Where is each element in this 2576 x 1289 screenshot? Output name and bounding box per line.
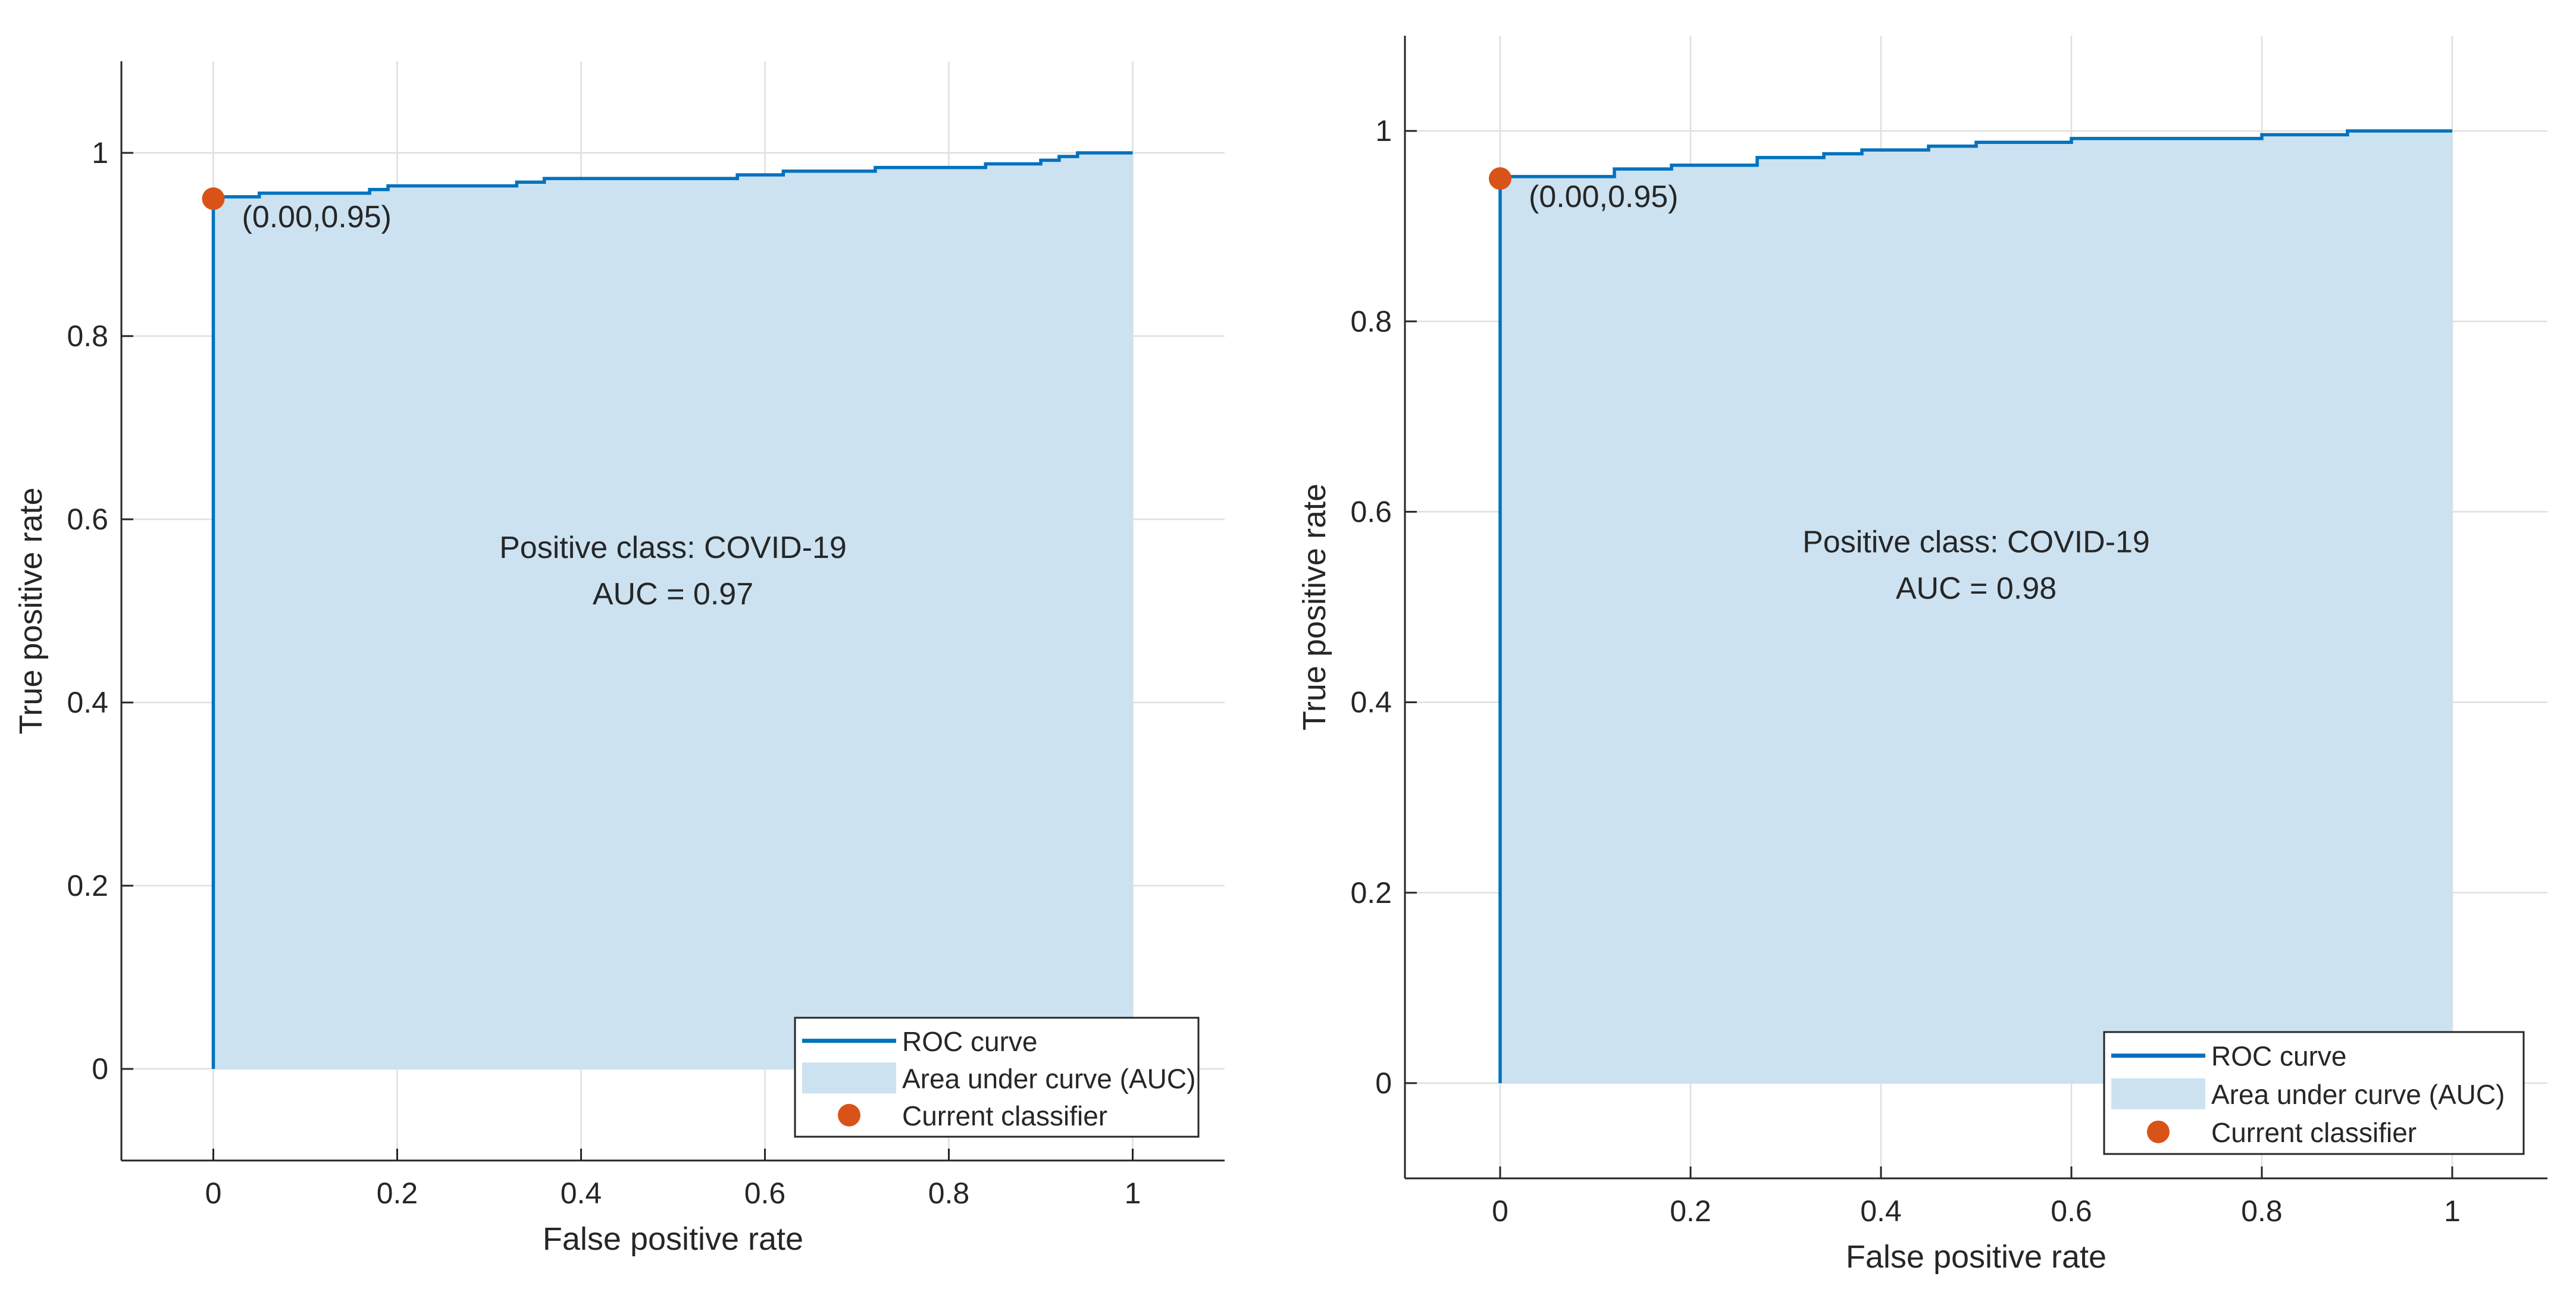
legend-point-label: Current classifier [2211, 1117, 2417, 1148]
legend-area-label: Area under curve (AUC) [902, 1063, 1195, 1094]
x-tick-label: 0.6 [2051, 1194, 2092, 1228]
legend-area-swatch [2111, 1078, 2205, 1109]
legend-point-swatch [2147, 1120, 2170, 1143]
y-tick-label: 0.4 [67, 686, 108, 719]
x-tick-label: 0.4 [1860, 1194, 1902, 1228]
y-tick-label: 0.6 [1350, 495, 1392, 528]
y-tick-label: 0.2 [1350, 876, 1392, 909]
legend-point-swatch [838, 1103, 860, 1127]
x-tick-label: 0.6 [744, 1177, 786, 1210]
y-axis-label: True positive rate [1297, 484, 1332, 730]
x-tick-label: 0.8 [2241, 1194, 2283, 1228]
auc-area [1500, 131, 2452, 1083]
y-tick-label: 0.8 [1350, 305, 1392, 338]
y-tick-label: 0.6 [67, 503, 108, 536]
roc-chart-1: 0 0.2 0.4 0.6 0.8 1 0 0.2 0.4 0.6 0.8 1 False positi… [13, 61, 1225, 1257]
y-tick-label: 1 [92, 136, 108, 170]
x-tick-label: 0.4 [561, 1177, 602, 1210]
y-tick-label: 0 [1375, 1067, 1392, 1100]
legend-roc-label: ROC curve [902, 1026, 1037, 1057]
x-tick-label: 0 [205, 1177, 222, 1210]
annotation-positive-class: Positive class: COVID-19 [499, 531, 847, 565]
x-tick-label: 0 [1492, 1194, 1508, 1228]
annotation-positive-class: Positive class: COVID-19 [1802, 525, 2150, 559]
legend: ROC curve Area under curve (AUC) Current c… [794, 1017, 1200, 1138]
y-tick-label: 0.2 [67, 869, 108, 902]
current-classifier-point [202, 187, 225, 210]
legend: ROC curve Area under curve (AUC) Current c… [2103, 1031, 2525, 1155]
x-tick-label: 1 [1125, 1177, 1141, 1210]
x-tick-label: 0.8 [928, 1177, 970, 1210]
current-classifier-point [1489, 167, 1511, 190]
y-axis-label: True positive rate [13, 487, 49, 734]
roc-curve-line [211, 151, 1133, 1069]
y-tick-label: 0.8 [67, 319, 108, 353]
x-tick-label: 1 [2444, 1194, 2461, 1228]
annotation-auc: AUC = 0.97 [593, 577, 753, 611]
y-tick-label: 0 [92, 1052, 108, 1086]
legend-area-swatch [802, 1062, 896, 1094]
legend-point-label: Current classifier [902, 1100, 1107, 1131]
roc-curve-line [1498, 129, 2452, 1083]
auc-area [213, 153, 1133, 1069]
x-axis-label: False positive rate [543, 1221, 803, 1257]
legend-area-label: Area under curve (AUC) [2211, 1079, 2505, 1110]
roc-chart-2: 0 0.2 0.4 0.6 0.8 1 0 0.2 0.4 0.6 0.8 1 False positi… [1297, 36, 2547, 1275]
x-tick-label: 0.2 [377, 1177, 418, 1210]
y-tick-label: 1 [1375, 114, 1392, 148]
x-tick-label: 0.2 [1670, 1194, 1711, 1228]
x-axis-label: False positive rate [1846, 1239, 2107, 1275]
legend-roc-label: ROC curve [2211, 1041, 2346, 1072]
annotation-auc: AUC = 0.98 [1896, 571, 2057, 606]
point-label: (0.00,0.95) [242, 200, 392, 234]
y-tick-label: 0.4 [1350, 686, 1392, 719]
point-label: (0.00,0.95) [1529, 180, 1679, 214]
